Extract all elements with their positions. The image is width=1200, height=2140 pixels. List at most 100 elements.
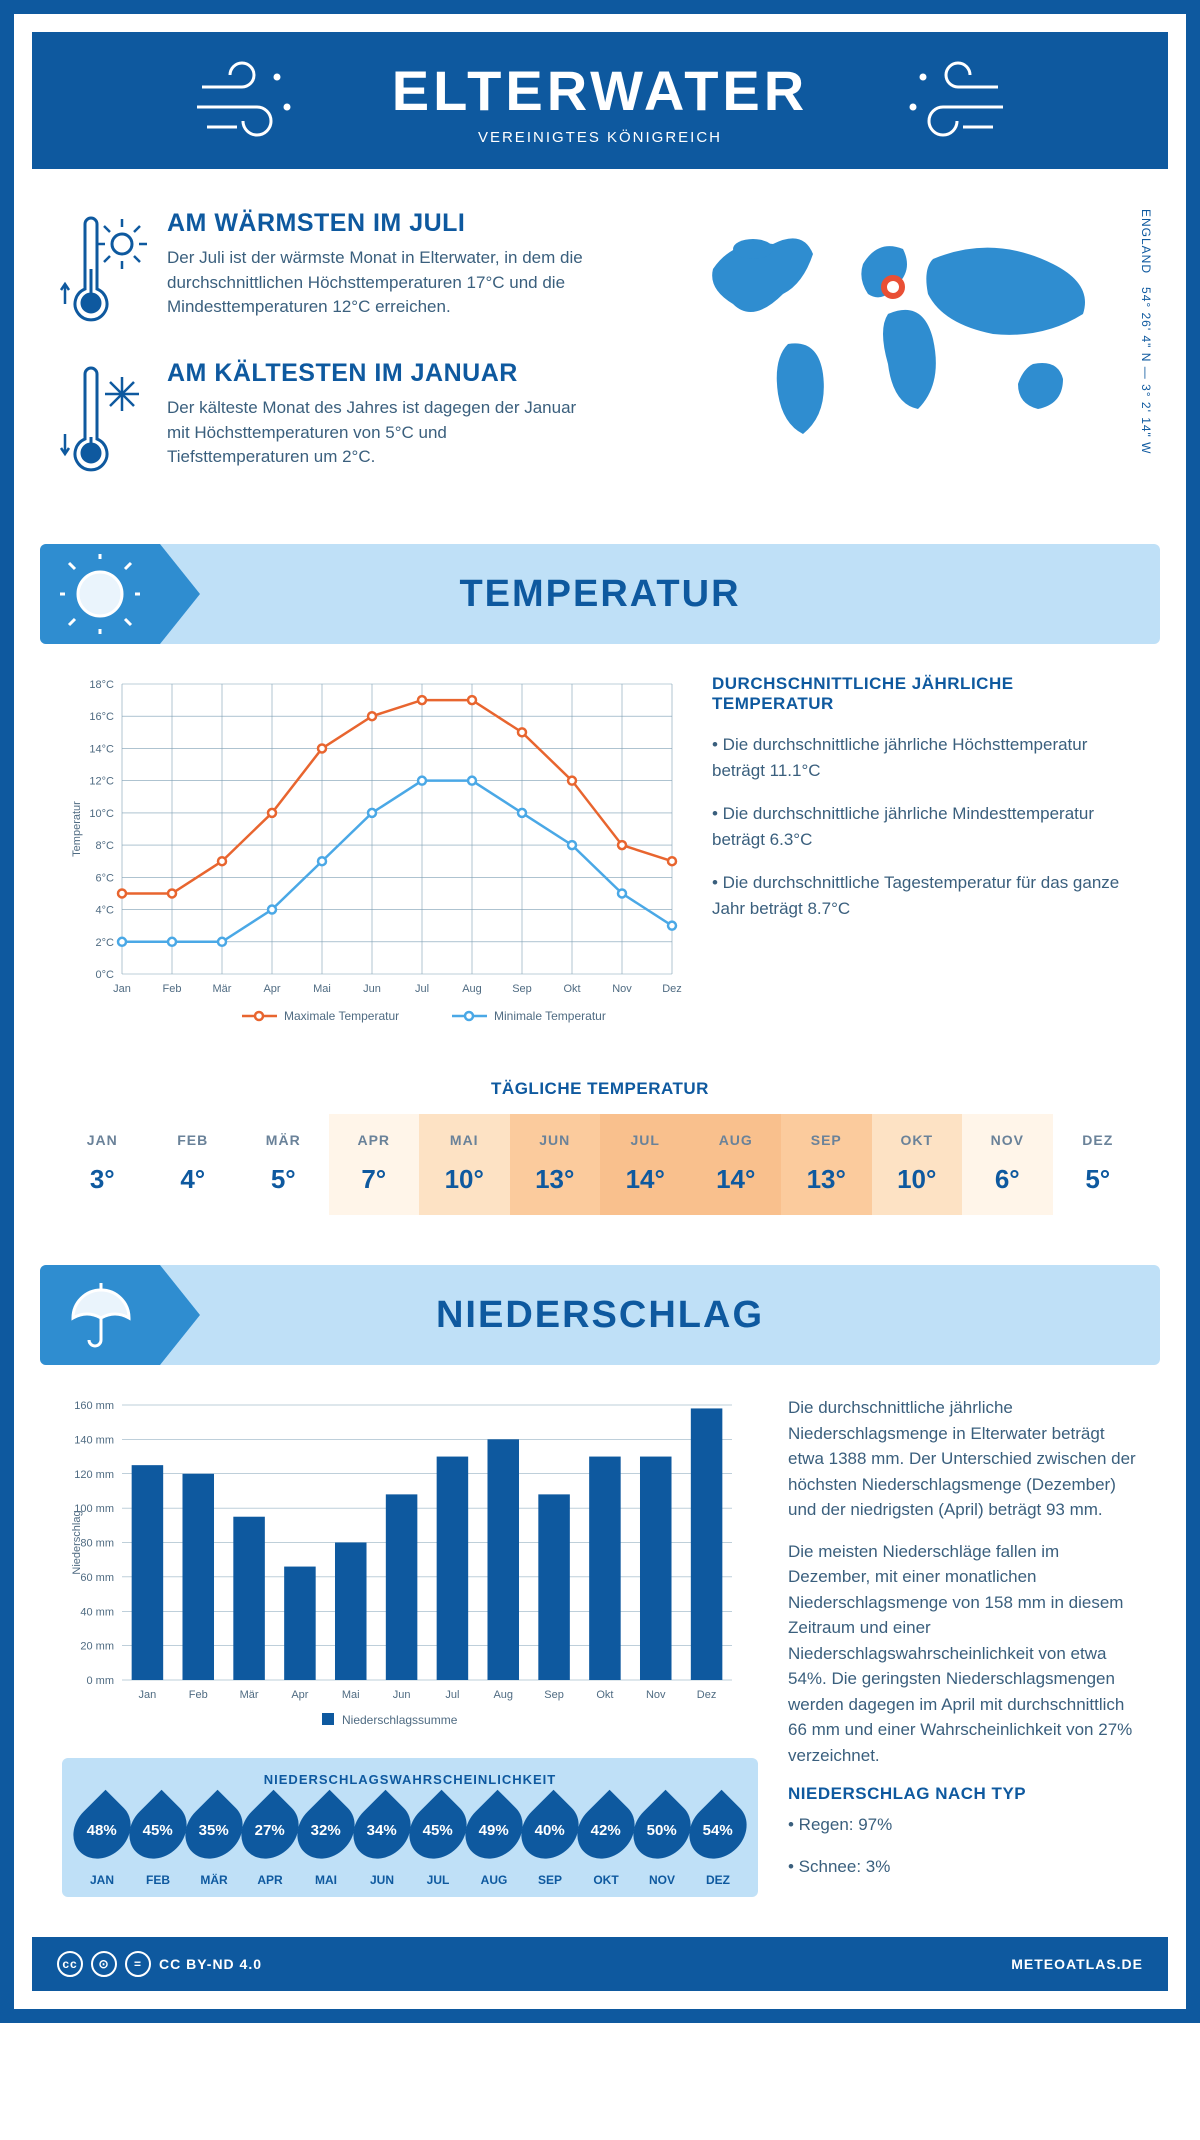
svg-text:Niederschlag: Niederschlag xyxy=(71,1510,83,1574)
svg-text:Jan: Jan xyxy=(139,1689,157,1701)
section-precipitation: NIEDERSCHLAG xyxy=(40,1265,1160,1365)
svg-text:Nov: Nov xyxy=(646,1689,666,1701)
thermometer-snow-icon xyxy=(57,359,147,479)
by-icon: ⊙ xyxy=(91,1951,117,1977)
prob-drop: 49%AUG xyxy=(468,1799,520,1887)
svg-text:18°C: 18°C xyxy=(89,679,114,691)
license-label: CC BY-ND 4.0 xyxy=(159,1956,262,1972)
daily-cell: JUL14° xyxy=(600,1114,691,1215)
daily-temp-strip: JAN3°FEB4°MÄR5°APR7°MAI10°JUN13°JUL14°AU… xyxy=(32,1114,1168,1265)
svg-text:Mär: Mär xyxy=(213,983,232,995)
daily-cell: FEB4° xyxy=(148,1114,239,1215)
svg-text:Mai: Mai xyxy=(313,983,331,995)
svg-text:120 mm: 120 mm xyxy=(74,1469,114,1481)
country-subtitle: VEREINIGTES KÖNIGREICH xyxy=(392,129,808,146)
daily-cell: JAN3° xyxy=(57,1114,148,1215)
precip-paragraph: Die meisten Niederschläge fallen im Deze… xyxy=(788,1539,1138,1769)
daily-cell: NOV6° xyxy=(962,1114,1053,1215)
section-title-label: TEMPERATUR xyxy=(40,573,1160,616)
svg-text:6°C: 6°C xyxy=(96,872,115,884)
daily-cell: APR7° xyxy=(329,1114,420,1215)
daily-cell: JUN13° xyxy=(510,1114,601,1215)
daily-cell: DEZ5° xyxy=(1053,1114,1144,1215)
svg-text:Okt: Okt xyxy=(563,983,580,995)
daily-cell: AUG14° xyxy=(691,1114,782,1215)
svg-text:Sep: Sep xyxy=(512,983,532,995)
prob-title: NIEDERSCHLAGSWAHRSCHEINLICHKEIT xyxy=(76,1772,744,1787)
svg-text:Dez: Dez xyxy=(662,983,682,995)
coordinates: ENGLAND 54° 26' 4" N — 3° 2' 14" W xyxy=(1139,209,1153,454)
prob-drop: 45%FEB xyxy=(132,1799,184,1887)
summary-row: AM WÄRMSTEN IM JULI Der Juli ist der wär… xyxy=(32,169,1168,544)
daily-cell: MAI10° xyxy=(419,1114,510,1215)
section-temperature: TEMPERATUR xyxy=(40,544,1160,644)
svg-text:Mai: Mai xyxy=(342,1689,360,1701)
svg-text:Okt: Okt xyxy=(596,1689,613,1701)
wind-icon xyxy=(192,57,302,147)
temperature-summary-text: DURCHSCHNITTLICHE JÄHRLICHE TEMPERATUR •… xyxy=(712,674,1138,1039)
precip-type-heading: NIEDERSCHLAG NACH TYP xyxy=(788,1784,1138,1804)
prob-drop: 45%JUL xyxy=(412,1799,464,1887)
prob-drop: 42%OKT xyxy=(580,1799,632,1887)
svg-text:Mär: Mär xyxy=(240,1689,259,1701)
prob-drop: 35%MÄR xyxy=(188,1799,240,1887)
svg-text:40 mm: 40 mm xyxy=(80,1606,114,1618)
svg-text:Minimale Temperatur: Minimale Temperatur xyxy=(494,1009,606,1023)
site-label: METEOATLAS.DE xyxy=(1011,1956,1143,1972)
world-map: ENGLAND 54° 26' 4" N — 3° 2' 14" W xyxy=(663,209,1143,509)
warmest-stat: AM WÄRMSTEN IM JULI Der Juli ist der wär… xyxy=(57,209,633,329)
svg-text:12°C: 12°C xyxy=(89,776,114,788)
location-marker xyxy=(881,275,905,299)
precip-paragraph: Die durchschnittliche jährliche Niedersc… xyxy=(788,1395,1138,1523)
svg-text:Dez: Dez xyxy=(697,1689,717,1701)
sun-icon xyxy=(60,554,140,634)
svg-text:Jul: Jul xyxy=(445,1689,459,1701)
prob-drop: 48%JAN xyxy=(76,1799,128,1887)
svg-text:4°C: 4°C xyxy=(96,905,115,917)
temperature-line-chart: 0°C2°C4°C6°C8°C10°C12°C14°C16°C18°CJanFe… xyxy=(62,674,682,1039)
svg-text:Jul: Jul xyxy=(415,983,429,995)
thermometer-sun-icon xyxy=(57,209,147,329)
prob-drop: 50%NOV xyxy=(636,1799,688,1887)
svg-text:Jan: Jan xyxy=(113,983,131,995)
daily-cell: OKT10° xyxy=(872,1114,963,1215)
svg-text:Jun: Jun xyxy=(363,983,381,995)
svg-text:0°C: 0°C xyxy=(96,969,115,981)
warmest-title: AM WÄRMSTEN IM JULI xyxy=(167,209,587,238)
umbrella-icon xyxy=(63,1278,138,1353)
svg-text:2°C: 2°C xyxy=(96,937,115,949)
svg-text:20 mm: 20 mm xyxy=(80,1641,114,1653)
temp-text-heading: DURCHSCHNITTLICHE JÄHRLICHE TEMPERATUR xyxy=(712,674,1138,714)
coldest-text: Der kälteste Monat des Jahres ist dagege… xyxy=(167,396,587,470)
svg-text:Temperatur: Temperatur xyxy=(71,801,83,857)
infographic: ELTERWATER VEREINIGTES KÖNIGREICH xyxy=(0,0,1200,2023)
svg-text:60 mm: 60 mm xyxy=(80,1572,114,1584)
svg-text:8°C: 8°C xyxy=(96,840,115,852)
coldest-title: AM KÄLTESTEN IM JANUAR xyxy=(167,359,587,388)
svg-text:Jun: Jun xyxy=(393,1689,411,1701)
nd-icon: = xyxy=(125,1951,151,1977)
prob-drop: 34%JUN xyxy=(356,1799,408,1887)
temp-bullet: • Die durchschnittliche Tagestemperatur … xyxy=(712,870,1138,921)
svg-text:Aug: Aug xyxy=(493,1689,513,1701)
svg-text:160 mm: 160 mm xyxy=(74,1400,114,1412)
warmest-text: Der Juli ist der wärmste Monat in Elterw… xyxy=(167,246,587,320)
temp-bullet: • Die durchschnittliche jährliche Höchst… xyxy=(712,732,1138,783)
svg-text:140 mm: 140 mm xyxy=(74,1434,114,1446)
svg-text:80 mm: 80 mm xyxy=(80,1538,114,1550)
cc-icon: cc xyxy=(57,1951,83,1977)
precipitation-summary-text: Die durchschnittliche jährliche Niedersc… xyxy=(788,1395,1138,1897)
wind-icon xyxy=(898,57,1008,147)
svg-text:Aug: Aug xyxy=(462,983,482,995)
section-title-label: NIEDERSCHLAG xyxy=(40,1294,1160,1337)
svg-text:Maximale Temperatur: Maximale Temperatur xyxy=(284,1009,399,1023)
precipitation-bar-chart: 0 mm20 mm40 mm60 mm80 mm100 mm120 mm140 … xyxy=(62,1395,758,1897)
svg-text:14°C: 14°C xyxy=(89,743,114,755)
svg-text:Apr: Apr xyxy=(263,983,280,995)
daily-temp-title: TÄGLICHE TEMPERATUR xyxy=(32,1079,1168,1099)
precip-type-bullet: • Schnee: 3% xyxy=(788,1854,1138,1880)
svg-text:Nov: Nov xyxy=(612,983,632,995)
city-title: ELTERWATER xyxy=(392,58,808,123)
daily-cell: SEP13° xyxy=(781,1114,872,1215)
header-banner: ELTERWATER VEREINIGTES KÖNIGREICH xyxy=(32,32,1168,169)
